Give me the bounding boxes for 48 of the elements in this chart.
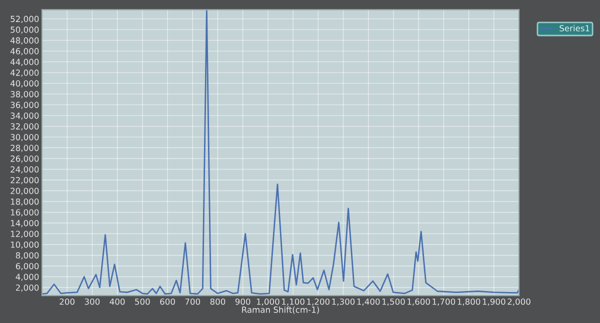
x-tick-label: 1,300 <box>332 298 355 306</box>
x-tick-label: 500 <box>135 298 150 305</box>
y-tick-label: 38,000 <box>10 91 39 98</box>
y-tick-label: 14,000 <box>10 220 39 228</box>
x-tick-label: 1,400 <box>357 298 380 306</box>
x-tick-label: 1,900 <box>482 298 506 306</box>
y-tick-label: 28,000 <box>10 144 39 152</box>
x-tick-label: 800 <box>210 298 226 305</box>
x-tick-label: 1,500 <box>382 298 405 306</box>
y-tick-label: 50,000 <box>10 26 39 34</box>
x-tick-label: 900 <box>235 298 250 305</box>
legend-label: Series1 <box>560 24 590 32</box>
y-tick-label: 16,000 <box>10 209 39 216</box>
y-tick-label: 24,000 <box>10 166 39 174</box>
x-tick-label: 1,200 <box>307 298 330 306</box>
y-tick-label: 12,000 <box>10 230 39 238</box>
y-tick-label: 26,000 <box>10 156 39 163</box>
line-series <box>42 10 519 295</box>
y-tick-label: 6,000 <box>16 262 39 270</box>
x-tick-label: 2,000 <box>508 298 530 306</box>
y-tick-label: 40,000 <box>10 80 39 88</box>
y-tick-label: 46,000 <box>10 48 39 56</box>
y-tick-label: 30,000 <box>10 134 39 142</box>
y-tick-label: 36,000 <box>10 102 39 109</box>
x-tick-label: 1,100 <box>282 298 304 306</box>
x-tick-label: 600 <box>160 298 175 305</box>
y-tick-label: 2,000 <box>16 284 39 292</box>
y-tick-label: 22,000 <box>10 177 39 184</box>
y-tick-label: 20,000 <box>10 188 39 195</box>
x-tick-label: 1,000 <box>256 298 280 306</box>
y-tick-label: 8,000 <box>16 252 39 260</box>
y-tick-label: 44,000 <box>10 58 39 66</box>
x-tick-label: 1,800 <box>458 298 480 306</box>
y-tick-label: 42,000 <box>10 70 39 77</box>
x-axis-title: Raman Shift(cm-1) <box>242 306 319 314</box>
x-tick-label: 400 <box>110 298 125 305</box>
y-tick-label: 48,000 <box>10 37 39 44</box>
x-tick-label: 1,700 <box>432 298 456 306</box>
x-tick-label: 1,600 <box>408 298 430 306</box>
x-tick-label: 200 <box>60 298 75 305</box>
y-tick-label: 10,000 <box>10 241 39 249</box>
y-tick-label: 32,000 <box>10 123 39 130</box>
y-tick-label: 18,000 <box>10 198 39 206</box>
y-tick-label: 52,000 <box>10 16 39 23</box>
x-tick-label: 300 <box>84 298 100 305</box>
y-tick-label: 4,000 <box>16 274 39 281</box>
x-tick-label: 700 <box>185 298 200 305</box>
y-tick-label: 34,000 <box>10 112 39 120</box>
